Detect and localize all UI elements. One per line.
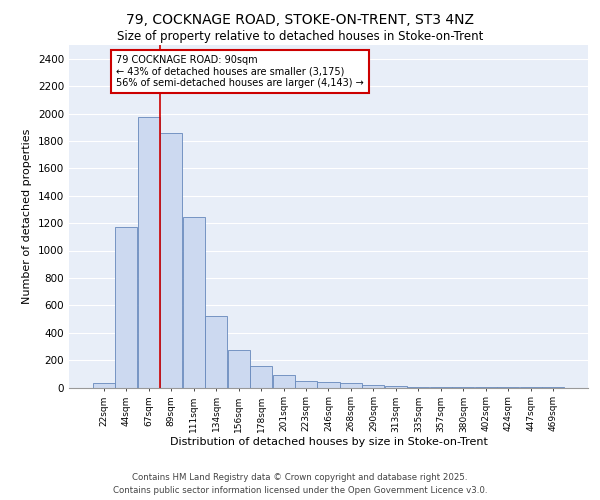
Bar [115, 227, 137, 388]
Bar [317, 382, 340, 388]
Y-axis label: Number of detached properties: Number of detached properties [22, 128, 32, 304]
Bar [362, 385, 385, 388]
Bar [182, 217, 205, 388]
X-axis label: Distribution of detached houses by size in Stoke-on-Trent: Distribution of detached houses by size … [170, 437, 487, 447]
Text: 79 COCKNAGE ROAD: 90sqm
← 43% of detached houses are smaller (3,175)
56% of semi: 79 COCKNAGE ROAD: 90sqm ← 43% of detache… [116, 54, 364, 88]
Text: Size of property relative to detached houses in Stoke-on-Trent: Size of property relative to detached ho… [117, 30, 483, 43]
Bar [407, 387, 430, 388]
Bar [205, 316, 227, 388]
Bar [227, 350, 250, 388]
Bar [340, 382, 362, 388]
Text: Contains HM Land Registry data © Crown copyright and database right 2025.
Contai: Contains HM Land Registry data © Crown c… [113, 474, 487, 495]
Bar [137, 117, 160, 388]
Text: 79, COCKNAGE ROAD, STOKE-ON-TRENT, ST3 4NZ: 79, COCKNAGE ROAD, STOKE-ON-TRENT, ST3 4… [126, 12, 474, 26]
Bar [250, 366, 272, 388]
Bar [272, 375, 295, 388]
Bar [295, 382, 317, 388]
Bar [160, 132, 182, 388]
Bar [385, 386, 407, 388]
Bar [92, 384, 115, 388]
